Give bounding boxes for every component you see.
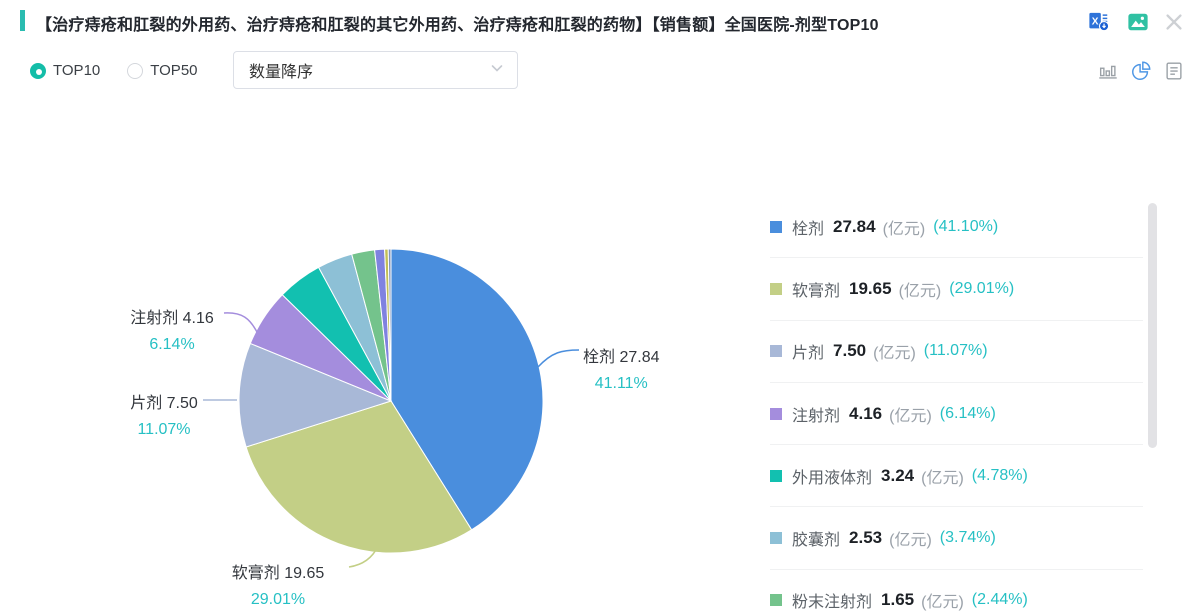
pie-callout-shuanji: 栓剂 27.84 41.11%	[583, 343, 660, 393]
legend-row-1[interactable]: 软膏剂 19.65 (亿元) (29.01%)	[770, 258, 1143, 321]
pie-callout-ruangaoji: 软膏剂 19.65 29.01%	[208, 559, 348, 609]
legend-percent: (4.78%)	[971, 466, 1028, 484]
pie-chart-icon[interactable]	[1130, 59, 1152, 83]
pie-callout-percent: 6.14%	[149, 336, 195, 353]
legend-unit: (亿元)	[873, 345, 916, 363]
legend-value: 7.50	[833, 341, 867, 361]
legend-label: 外用液体剂	[792, 469, 873, 487]
legend-label: 注射剂	[792, 407, 841, 425]
pie-callout-text: 片剂 7.50	[130, 395, 198, 412]
legend-unit: (亿元)	[921, 469, 964, 487]
legend-unit: (亿元)	[921, 594, 964, 612]
legend-row-2[interactable]: 片剂 7.50 (亿元) (11.07%)	[770, 321, 1143, 383]
legend-percent: (3.74%)	[939, 529, 996, 547]
radio-top10[interactable]: TOP10	[30, 62, 100, 79]
data-view-icon[interactable]	[1163, 59, 1185, 83]
legend-value: 2.53	[849, 528, 883, 548]
pie-callout-zhusheji: 注射剂 4.16 6.14%	[124, 304, 220, 354]
legend-row-5[interactable]: 胶囊剂 2.53 (亿元) (3.74%)	[770, 507, 1143, 570]
radio-top50-label: TOP50	[150, 62, 198, 79]
pie-slice-1[interactable]	[245, 400, 473, 554]
sort-order-dropdown[interactable]: 数量降序	[233, 51, 518, 89]
pie-label-line	[223, 312, 259, 335]
bar-chart-icon[interactable]	[1097, 59, 1119, 83]
legend-marker	[770, 469, 782, 482]
pie-callout-percent: 11.07%	[137, 421, 191, 438]
radio-top50[interactable]: TOP50	[127, 62, 198, 79]
pie-slice-9[interactable]	[387, 248, 392, 402]
pie-slice-2[interactable]	[238, 342, 393, 448]
legend-row-3[interactable]: 注射剂 4.16 (亿元) (6.14%)	[770, 383, 1143, 446]
legend-unit: (亿元)	[889, 407, 932, 425]
legend-marker	[770, 594, 782, 607]
radio-top50-dot	[127, 62, 144, 79]
radio-top10-label: TOP10	[53, 62, 101, 79]
legend: 栓剂 27.84 (亿元) (41.10%) 软膏剂 19.65 (亿元) (29.01%) 片…	[770, 196, 1143, 615]
pie-callout-text: 软膏剂 19.65	[231, 565, 325, 582]
pie-label-line	[537, 349, 580, 368]
legend-marker	[770, 345, 782, 358]
pie-callout-text: 栓剂 27.84	[583, 349, 660, 366]
legend-unit: (亿元)	[889, 532, 932, 550]
legend-unit: (亿元)	[898, 282, 942, 300]
top-n-radio-group: TOP10 TOP50	[30, 62, 198, 79]
legend-value: 3.24	[881, 465, 915, 485]
pie-callout-percent: 41.11%	[594, 375, 648, 392]
legend-label: 粉末注射剂	[792, 594, 873, 612]
legend-unit: (亿元)	[882, 220, 926, 238]
pie-callout-text: 注射剂 4.16	[130, 310, 214, 327]
legend-marker	[770, 220, 782, 233]
pie-callout-percent: 29.01%	[250, 591, 306, 608]
legend-value: 27.84	[833, 216, 876, 236]
legend-row-6[interactable]: 粉末注射剂 1.65 (亿元) (2.44%)	[770, 570, 1143, 615]
legend-marker	[770, 407, 782, 420]
export-excel-icon[interactable]: X	[1087, 11, 1111, 33]
title-accent-bar	[20, 10, 25, 31]
pie-slice-0[interactable]	[390, 248, 544, 531]
legend-scrollbar[interactable]	[1148, 203, 1157, 448]
legend-percent: (11.07%)	[923, 342, 988, 360]
legend-marker	[770, 282, 782, 295]
legend-percent: (29.01%)	[949, 279, 1015, 297]
legend-percent: (6.14%)	[939, 404, 996, 422]
export-image-icon[interactable]	[1126, 11, 1150, 33]
legend-row-4[interactable]: 外用液体剂 3.24 (亿元) (4.78%)	[770, 445, 1143, 508]
chevron-down-icon	[489, 60, 505, 81]
legend-row-0[interactable]: 栓剂 27.84 (亿元) (41.10%)	[770, 196, 1143, 259]
radio-top10-dot	[30, 62, 46, 79]
pie-callout-pianji: 片剂 7.50 11.07%	[118, 389, 210, 439]
page-title: 【治疗痔疮和肛裂的外用药、治疗痔疮和肛裂的其它外用药、治疗痔疮和肛裂的药物】【销…	[36, 17, 879, 34]
legend-percent: (2.44%)	[971, 591, 1028, 609]
svg-text:X: X	[1092, 16, 1099, 27]
legend-value: 19.65	[849, 278, 892, 298]
legend-label: 胶囊剂	[792, 532, 841, 550]
legend-label: 软膏剂	[792, 282, 841, 300]
close-icon[interactable]	[1162, 11, 1186, 33]
legend-label: 栓剂	[792, 220, 825, 238]
legend-percent: (41.10%)	[933, 217, 999, 235]
legend-marker	[770, 532, 782, 545]
legend-label: 片剂	[792, 345, 825, 363]
legend-value: 4.16	[849, 403, 883, 423]
chart-view-switcher	[1097, 59, 1185, 83]
sort-order-value: 数量降序	[249, 64, 314, 81]
pie-label-line	[348, 545, 379, 568]
legend-value: 1.65	[881, 590, 915, 610]
